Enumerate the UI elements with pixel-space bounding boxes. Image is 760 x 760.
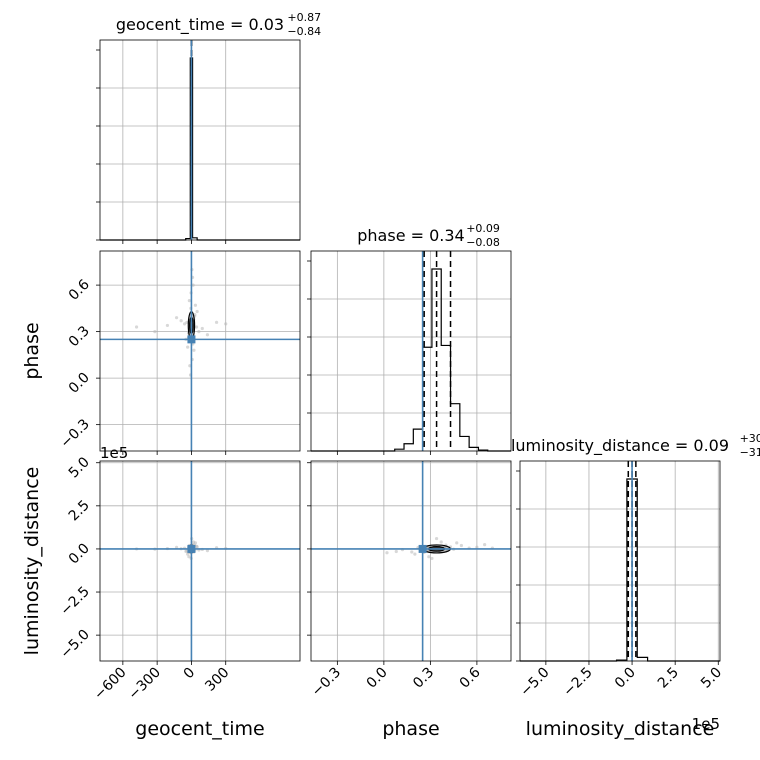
x-offset-label: 1e5 [692, 715, 720, 733]
y-tick-label: −2.5 [57, 584, 92, 619]
sample-point [194, 325, 199, 329]
sample-point [394, 549, 398, 554]
sample-point [205, 549, 210, 553]
sample-point [427, 555, 431, 559]
sample-point [459, 543, 463, 548]
sample-point [475, 545, 479, 549]
sample-point [193, 303, 198, 307]
sample-point [483, 543, 487, 547]
sample-point [153, 330, 157, 334]
panel-luminosity_distance-vs-luminosity_distance: luminosity_distance = 0.09 +30.01−31.69 [511, 432, 760, 665]
sample-point [439, 540, 443, 544]
sample-point [191, 540, 196, 544]
sample-point [214, 320, 219, 324]
panel-phase-vs-phase: phase = 0.34 +0.09−0.08 [307, 222, 512, 455]
sample-point [165, 323, 170, 328]
sample-point [197, 330, 201, 334]
sample-point [184, 549, 188, 553]
sample-point [200, 326, 204, 331]
x-axis-label-phase: phase [382, 718, 439, 740]
truth-marker [418, 544, 427, 553]
sample-point [182, 322, 187, 326]
title-lower-error: −31.69 [740, 446, 760, 459]
panel-phase-vs-geocent_time [96, 250, 301, 455]
y-tick-label: 0.0 [66, 540, 93, 567]
sample-point [187, 555, 191, 559]
panel-frame [519, 460, 721, 662]
x-tick-label: 0.6 [457, 664, 484, 691]
sample-point [385, 551, 389, 555]
y-tick-label: 0.3 [66, 323, 93, 350]
sample-point [179, 319, 183, 323]
y-tick-label: −5.0 [57, 627, 92, 662]
y-offset-label: 1e5 [100, 444, 128, 462]
x-tick-label: −0.3 [309, 665, 344, 700]
sample-point [410, 550, 414, 554]
panel-frame [99, 460, 301, 662]
sample-point [434, 536, 439, 541]
sample-point [188, 364, 192, 368]
title-upper-error: +0.87 [287, 11, 321, 24]
panel-frame [310, 460, 512, 662]
histogram-phase [311, 268, 511, 452]
x-tick-label: 5.0 [698, 665, 725, 692]
y-tick-label: 0.0 [66, 370, 93, 397]
sample-point [191, 283, 195, 287]
x-axis-label-geocent_time: geocent_time [135, 718, 264, 740]
y-tick-label: −0.3 [57, 416, 92, 451]
truth-marker [187, 335, 196, 344]
sample-point [134, 325, 139, 329]
x-tick-label: 0.3 [410, 665, 437, 692]
x-tick-label: −300 [125, 665, 164, 704]
sample-point [205, 333, 210, 337]
x-tick-label: −2.5 [560, 665, 595, 700]
title-lower-error: −0.84 [287, 25, 321, 38]
histogram-luminosity_distance [520, 478, 720, 662]
truth-marker [187, 544, 196, 553]
sample-point [195, 309, 199, 314]
y-tick-label: 0.6 [66, 277, 93, 304]
sample-point [413, 552, 417, 556]
x-tick-label: 2.5 [655, 665, 682, 692]
samples-group [134, 268, 228, 377]
panel-title-phase: phase = 0.34 [357, 226, 464, 245]
x-axis-label-luminosity_distance: luminosity_distance [526, 718, 715, 740]
x-tick-label: 0 [181, 665, 199, 683]
sample-point [192, 348, 196, 352]
panel-luminosity_distance-vs-phase [307, 460, 512, 665]
panel-frame [99, 39, 301, 241]
sample-point [185, 320, 189, 324]
panel-title-luminosity_distance: luminosity_distance = 0.09 [511, 436, 729, 456]
x-tick-label: −600 [91, 665, 130, 704]
panel-frame [99, 250, 301, 452]
x-tick-label: 0.0 [612, 665, 639, 692]
panel-geocent_time-vs-geocent_time: geocent_time = 0.03 +0.87−0.84 [96, 11, 321, 244]
sample-point [187, 299, 191, 303]
y-tick-label: 2.5 [66, 497, 93, 524]
y-axis-label-phase: phase [21, 322, 43, 379]
title-upper-error: +0.09 [466, 222, 500, 235]
sample-point [186, 345, 190, 349]
panel-luminosity_distance-vs-geocent_time [96, 460, 301, 665]
histogram-geocent_time [100, 57, 300, 241]
sample-point [195, 545, 199, 549]
sample-point [455, 541, 459, 545]
sample-point [430, 556, 434, 561]
panel-title-geocent_time: geocent_time = 0.03 [116, 15, 284, 35]
x-tick-label: 300 [202, 665, 232, 695]
panel-frame [310, 250, 512, 452]
y-tick-label: 5.0 [66, 454, 93, 481]
x-tick-label: 0.0 [364, 665, 391, 692]
y-axis-label-luminosity_distance: luminosity_distance [21, 467, 43, 656]
x-tick-label: −5.0 [517, 665, 552, 700]
title-upper-error: +30.01 [740, 432, 760, 445]
sample-point [224, 322, 228, 326]
title-lower-error: −0.08 [466, 236, 500, 249]
sample-point [174, 316, 179, 320]
